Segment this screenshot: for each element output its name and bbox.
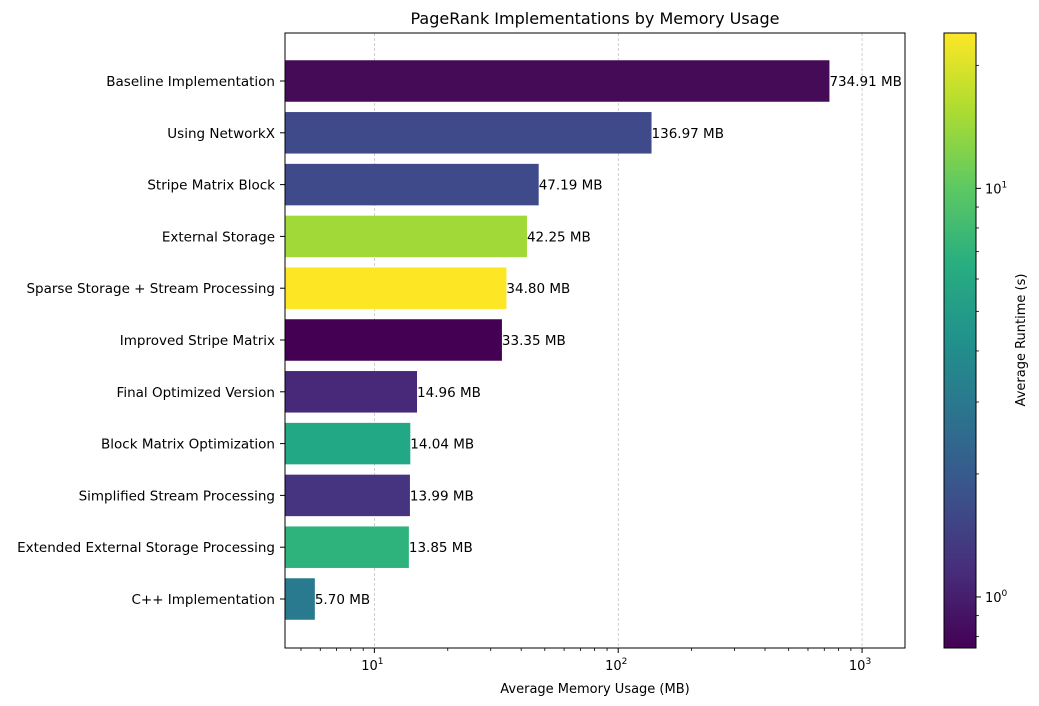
category-label: Stripe Matrix Block [147, 178, 275, 194]
category-labels: Baseline Implementation Using NetworkX Str… [17, 74, 285, 608]
value-label: 13.99 MB [410, 488, 474, 504]
value-labels: 734.91 MB 136.97 MB 47.19 MB 42.25 MB 34.80 … [315, 74, 902, 608]
category-label: External Storage [162, 229, 275, 245]
plot-frame [284, 32, 906, 649]
bar [285, 60, 830, 102]
bar [285, 371, 418, 413]
bar [285, 422, 411, 465]
bar [285, 267, 507, 309]
chart-title: PageRank Implementations by Memory Usage [411, 9, 780, 28]
value-label: 42.25 MB [527, 229, 591, 245]
category-label: Using NetworkX [167, 126, 275, 142]
value-label: 136.97 MB [652, 126, 724, 142]
category-label: Final Optimized Version [117, 385, 275, 401]
value-label: 33.35 MB [502, 333, 566, 349]
bar [285, 215, 527, 258]
value-label: 5.70 MB [315, 592, 370, 608]
category-label: Simplified Stream Processing [79, 488, 275, 504]
value-label: 34.80 MB [506, 281, 570, 297]
colorbar-label: Average Runtime (s) [1014, 274, 1029, 407]
colorbar-ticks: 100 101 [976, 64, 1008, 637]
x-axis-label: Average Memory Usage (MB) [500, 682, 689, 697]
value-label: 14.96 MB [417, 385, 481, 401]
category-label: Improved Stripe Matrix [120, 333, 275, 349]
value-label: 14.04 MB [410, 437, 474, 453]
bar [285, 526, 409, 568]
bar [285, 578, 315, 620]
value-label: 47.19 MB [539, 178, 603, 194]
category-label: Baseline Implementation [106, 74, 275, 90]
bars [285, 60, 830, 620]
bar [285, 319, 502, 361]
x-tick-label: 101 [361, 657, 383, 674]
x-axis-ticks: 101 102 103 [300, 648, 871, 674]
bar [285, 163, 539, 206]
category-label: Sparse Storage + Stream Processing [26, 281, 275, 297]
value-label: 13.85 MB [409, 540, 473, 556]
category-label: C++ Implementation [131, 592, 275, 608]
category-label: Extended External Storage Processing [17, 540, 275, 556]
bar [285, 112, 652, 154]
bar [285, 474, 410, 517]
colorbar-tick-label: 101 [985, 180, 1007, 197]
colorbar [943, 32, 977, 649]
x-tick-label: 103 [849, 657, 871, 674]
value-label: 734.91 MB [829, 74, 901, 90]
colorbar-tick-label: 100 [985, 589, 1008, 606]
category-label: Block Matrix Optimization [101, 437, 275, 453]
x-tick-label: 102 [605, 657, 627, 674]
